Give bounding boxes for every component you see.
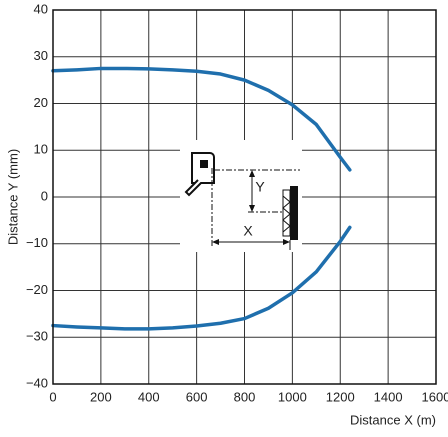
annotation: X <box>243 223 253 239</box>
sensor-lens <box>200 160 208 168</box>
y-tick-label: 20 <box>34 95 48 110</box>
inset-diagram: Y X <box>180 140 302 252</box>
plot-frame <box>52 9 437 385</box>
y-tick-label: 10 <box>34 142 48 157</box>
y-tick-label: −40 <box>26 375 48 390</box>
y-axis-label: Distance Y (mm) <box>5 149 20 245</box>
x-tick-label: 1000 <box>278 389 307 404</box>
sensor-cable <box>184 179 202 197</box>
lines <box>51 66 352 331</box>
annotation: Y <box>255 179 265 195</box>
y-tick-label: 40 <box>34 1 48 16</box>
x-tick-label: 1200 <box>326 389 355 404</box>
y-tick-label: −30 <box>26 329 48 344</box>
x-tick-label: 0 <box>49 389 56 404</box>
x-axis-label: Distance X (m) <box>350 412 436 427</box>
x-tick-label: 1400 <box>374 389 403 404</box>
x-tick-label: 600 <box>186 389 208 404</box>
x-tick-label: 1600 <box>422 389 448 404</box>
series-line <box>51 225 352 331</box>
x-tick-label: 400 <box>138 389 160 404</box>
y-tick-label: 0 <box>41 188 48 203</box>
y-tick-label: −10 <box>26 235 48 250</box>
y-tick-label: −20 <box>26 282 48 297</box>
x-tick-label: 800 <box>234 389 256 404</box>
x-tick-label: 200 <box>90 389 112 404</box>
series-line <box>51 66 352 172</box>
y-tick-label: 30 <box>34 48 48 63</box>
target <box>290 186 298 240</box>
